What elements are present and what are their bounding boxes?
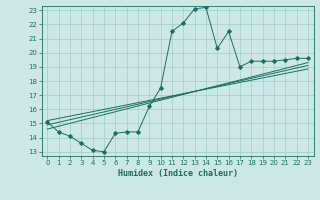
X-axis label: Humidex (Indice chaleur): Humidex (Indice chaleur) — [118, 169, 237, 178]
